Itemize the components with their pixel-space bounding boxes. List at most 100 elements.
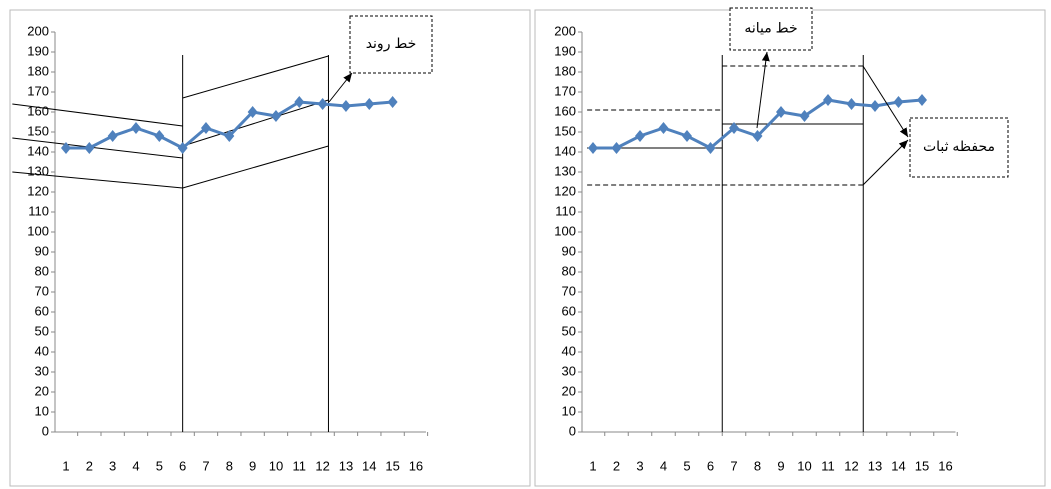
x-tick-label: 2 xyxy=(86,458,93,473)
data-point xyxy=(870,100,880,112)
reference-line xyxy=(182,145,329,189)
data-point xyxy=(799,110,810,122)
x-tick-label: 8 xyxy=(226,458,233,473)
y-tick-label: 70 xyxy=(35,283,49,298)
x-tick-label: 14 xyxy=(891,458,905,473)
annotation-box xyxy=(349,15,433,74)
annotation-label: خط روند xyxy=(366,35,417,52)
reference-line xyxy=(182,55,329,99)
y-tick-label: 0 xyxy=(569,423,576,438)
x-tick-label: 1 xyxy=(62,458,69,473)
y-tick-label: 180 xyxy=(27,63,49,78)
x-tick-label: 12 xyxy=(315,458,329,473)
y-tick-label: 150 xyxy=(554,123,576,138)
y-tick-label: 160 xyxy=(27,103,49,118)
x-tick-label: 10 xyxy=(797,458,811,473)
y-tick-label: 20 xyxy=(562,383,576,398)
y-tick-label: 100 xyxy=(27,223,49,238)
reference-line xyxy=(12,103,183,127)
data-point xyxy=(823,94,833,106)
x-tick-label: 4 xyxy=(132,458,139,473)
y-tick-label: 40 xyxy=(35,343,49,358)
annotation-box xyxy=(909,117,1009,178)
y-tick-label: 80 xyxy=(35,263,49,278)
x-tick-label: 16 xyxy=(938,458,952,473)
y-tick-label: 80 xyxy=(562,263,576,278)
data-point xyxy=(61,142,71,154)
y-tick-label: 60 xyxy=(562,303,576,318)
y-tick-label: 200 xyxy=(554,23,576,38)
x-tick-label: 5 xyxy=(683,458,690,473)
y-tick-label: 20 xyxy=(35,383,49,398)
y-tick-label: 170 xyxy=(27,83,49,98)
y-tick-label: 30 xyxy=(562,363,576,378)
reference-line xyxy=(12,137,183,159)
arrow xyxy=(328,72,353,103)
arrow xyxy=(756,51,770,129)
x-tick-label: 11 xyxy=(821,458,835,473)
y-tick-label: 50 xyxy=(562,323,576,338)
y-tick-label: 40 xyxy=(562,343,576,358)
data-point xyxy=(893,96,904,108)
x-tick-label: 9 xyxy=(249,458,256,473)
y-tick-label: 90 xyxy=(35,243,49,258)
annotation-label: خط میانه xyxy=(744,20,797,36)
data-point xyxy=(177,142,188,154)
data-point xyxy=(247,106,258,118)
y-tick-label: 190 xyxy=(27,43,49,58)
y-tick-label: 130 xyxy=(554,163,576,178)
data-point xyxy=(317,98,328,110)
y-tick-label: 140 xyxy=(27,143,49,158)
reference-line xyxy=(182,99,329,147)
x-tick-label: 8 xyxy=(754,458,761,473)
x-tick-label: 4 xyxy=(660,458,667,473)
x-tick-label: 16 xyxy=(409,458,423,473)
y-tick-label: 130 xyxy=(27,163,49,178)
x-tick-label: 3 xyxy=(109,458,116,473)
arrow xyxy=(862,65,909,138)
data-point xyxy=(107,130,118,142)
y-tick-label: 110 xyxy=(28,203,49,218)
y-tick-label: 190 xyxy=(554,43,576,58)
data-point xyxy=(588,142,598,154)
y-tick-label: 50 xyxy=(35,323,49,338)
data-point xyxy=(635,130,645,142)
panel-border xyxy=(9,9,531,487)
data-point xyxy=(364,98,375,110)
data-point xyxy=(340,100,351,112)
y-tick-label: 150 xyxy=(27,123,49,138)
y-tick-label: 100 xyxy=(554,223,576,238)
data-point xyxy=(130,122,141,134)
data-point xyxy=(776,106,786,118)
data-point xyxy=(294,96,305,108)
y-tick-label: 90 xyxy=(562,243,576,258)
y-tick-label: 120 xyxy=(27,183,49,198)
y-tick-label: 200 xyxy=(27,23,49,38)
data-point xyxy=(200,122,211,134)
reference-line xyxy=(12,171,183,189)
x-tick-label: 3 xyxy=(636,458,643,473)
y-tick-label: 160 xyxy=(554,103,576,118)
data-point xyxy=(270,110,281,122)
data-point xyxy=(682,130,692,142)
x-tick-label: 12 xyxy=(844,458,858,473)
y-tick-label: 60 xyxy=(35,303,49,318)
data-point xyxy=(705,142,716,154)
y-tick-label: 180 xyxy=(554,63,576,78)
y-tick-label: 120 xyxy=(554,183,576,198)
y-tick-label: 10 xyxy=(35,403,49,418)
annotation-box xyxy=(729,7,813,51)
y-tick-label: 0 xyxy=(42,423,49,438)
x-tick-label: 14 xyxy=(362,458,376,473)
y-tick-label: 70 xyxy=(562,283,576,298)
x-tick-label: 10 xyxy=(269,458,283,473)
data-point xyxy=(729,122,739,134)
panel-border xyxy=(534,9,1046,487)
data-point xyxy=(611,142,622,154)
data-point xyxy=(387,96,398,108)
data-point xyxy=(154,130,165,142)
x-tick-label: 11 xyxy=(293,458,307,473)
x-tick-label: 6 xyxy=(707,458,714,473)
x-tick-label: 1 xyxy=(589,458,596,473)
